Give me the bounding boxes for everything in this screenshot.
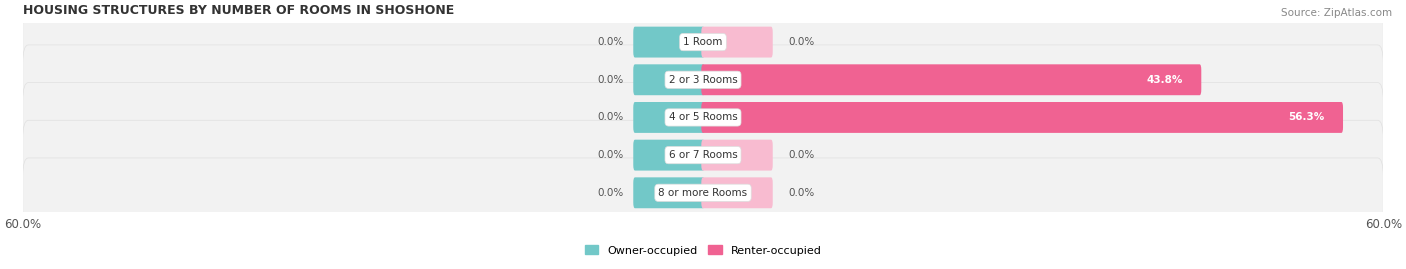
FancyBboxPatch shape: [22, 45, 1384, 115]
FancyBboxPatch shape: [22, 120, 1384, 190]
FancyBboxPatch shape: [633, 140, 704, 171]
FancyBboxPatch shape: [633, 102, 704, 133]
FancyBboxPatch shape: [702, 140, 773, 171]
FancyBboxPatch shape: [22, 83, 1384, 152]
Legend: Owner-occupied, Renter-occupied: Owner-occupied, Renter-occupied: [581, 241, 825, 260]
Text: 1 Room: 1 Room: [683, 37, 723, 47]
Text: 6 or 7 Rooms: 6 or 7 Rooms: [669, 150, 737, 160]
FancyBboxPatch shape: [633, 27, 704, 58]
FancyBboxPatch shape: [702, 27, 773, 58]
Text: 0.0%: 0.0%: [598, 75, 624, 85]
FancyBboxPatch shape: [702, 177, 773, 208]
Text: 43.8%: 43.8%: [1146, 75, 1182, 85]
FancyBboxPatch shape: [633, 64, 704, 95]
Text: 4 or 5 Rooms: 4 or 5 Rooms: [669, 112, 737, 122]
Text: HOUSING STRUCTURES BY NUMBER OF ROOMS IN SHOSHONE: HOUSING STRUCTURES BY NUMBER OF ROOMS IN…: [22, 4, 454, 17]
Text: Source: ZipAtlas.com: Source: ZipAtlas.com: [1281, 8, 1392, 18]
Text: 0.0%: 0.0%: [787, 37, 814, 47]
FancyBboxPatch shape: [633, 177, 704, 208]
Text: 0.0%: 0.0%: [787, 188, 814, 198]
FancyBboxPatch shape: [702, 64, 1201, 95]
FancyBboxPatch shape: [22, 7, 1384, 77]
FancyBboxPatch shape: [702, 102, 1343, 133]
Text: 0.0%: 0.0%: [598, 150, 624, 160]
Text: 0.0%: 0.0%: [787, 150, 814, 160]
Text: 8 or more Rooms: 8 or more Rooms: [658, 188, 748, 198]
Text: 2 or 3 Rooms: 2 or 3 Rooms: [669, 75, 737, 85]
Text: 56.3%: 56.3%: [1288, 112, 1324, 122]
Text: 0.0%: 0.0%: [598, 188, 624, 198]
Text: 0.0%: 0.0%: [598, 37, 624, 47]
FancyBboxPatch shape: [22, 158, 1384, 228]
Text: 0.0%: 0.0%: [598, 112, 624, 122]
